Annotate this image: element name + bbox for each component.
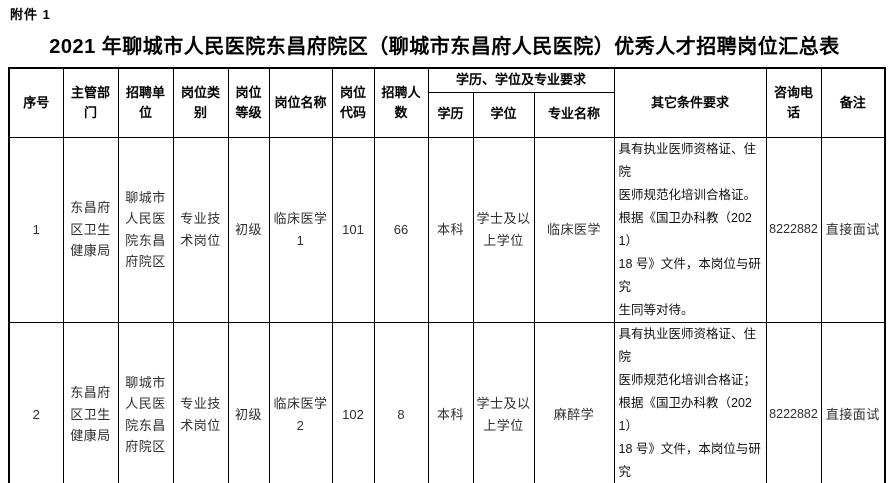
header-job-code: 岗位代码 [331,67,375,138]
page-title: 2021 年聊城市人民医院东昌府院区（聊城市东昌府人民医院）优秀人才招聘岗位汇总… [49,36,840,58]
header-phone: 咨询电话 [765,67,822,138]
cell-headcount: 8 [373,321,429,483]
cell-major: 临床医学 [533,136,615,323]
cell-remarks: 直接面试 [820,321,886,483]
cell-job-title: 临床医学2 [268,321,333,483]
cell-job-category: 专业技术岗位 [172,321,229,483]
cell-other-conditions: 具有执业医师资格证、住院 医师规范化培训合格证； 根据《国卫办科教（2021） … [613,321,767,483]
cell-headcount: 66 [373,136,429,323]
header-job-category: 岗位类别 [172,67,229,138]
cell-degree: 学士及以上学位 [472,136,535,323]
cell-degree: 学士及以上学位 [472,321,535,483]
cell-job-level: 初级 [227,321,270,483]
header-employer: 招聘单位 [117,67,174,138]
header-remarks: 备注 [820,67,886,138]
cell-job-category: 专业技术岗位 [172,136,229,323]
header-headcount: 招聘人数 [373,67,429,138]
cell-major: 麻醉学 [533,321,615,483]
cell-education: 本科 [427,321,474,483]
recruitment-table: 序号 主管部门 招聘单位 岗位类别 岗位等级 岗位名称 岗位代码 招聘人数 学历… [8,67,887,483]
cell-dept: 东昌府区卫生健康局 [62,321,119,483]
cell-job-title: 临床医学1 [268,136,333,323]
header-education: 学历 [427,91,474,138]
cell-job-level: 初级 [227,136,270,323]
cell-seq: 2 [8,321,64,483]
cell-phone: 8222882 [765,136,822,323]
header-job-title: 岗位名称 [268,67,333,138]
cell-employer: 聊城市人民医院东昌府院区 [117,321,174,483]
cell-job-code: 102 [331,321,375,483]
table-row: 1 东昌府区卫生健康局 聊城市人民医院东昌府院区 专业技术岗位 初级 临床医学1… [8,136,886,323]
header-qualification-group: 学历、学位及专业要求 [427,67,615,93]
table-row: 2 东昌府区卫生健康局 聊城市人民医院东昌府院区 专业技术岗位 初级 临床医学2… [8,321,886,483]
header-other-conditions: 其它条件要求 [613,67,767,138]
cell-remarks: 直接面试 [820,136,886,323]
attachment-label: 附件 1 [10,7,51,22]
table-header: 序号 主管部门 招聘单位 岗位类别 岗位等级 岗位名称 岗位代码 招聘人数 学历… [8,67,886,138]
header-degree: 学位 [472,91,535,138]
cell-employer: 聊城市人民医院东昌府院区 [117,136,174,323]
header-dept: 主管部门 [62,67,119,138]
cell-education: 本科 [427,136,474,323]
table-body: 1 东昌府区卫生健康局 聊城市人民医院东昌府院区 专业技术岗位 初级 临床医学1… [8,136,886,483]
cell-other-conditions: 具有执业医师资格证、住院 医师规范化培训合格证。 根据《国卫办科教（2021） … [613,136,767,323]
header-seq: 序号 [8,67,64,138]
cell-job-code: 101 [331,136,375,323]
cell-dept: 东昌府区卫生健康局 [62,136,119,323]
cell-phone: 8222882 [765,321,822,483]
header-major: 专业名称 [533,91,615,138]
header-job-level: 岗位等级 [227,67,270,138]
cell-seq: 1 [8,136,64,323]
